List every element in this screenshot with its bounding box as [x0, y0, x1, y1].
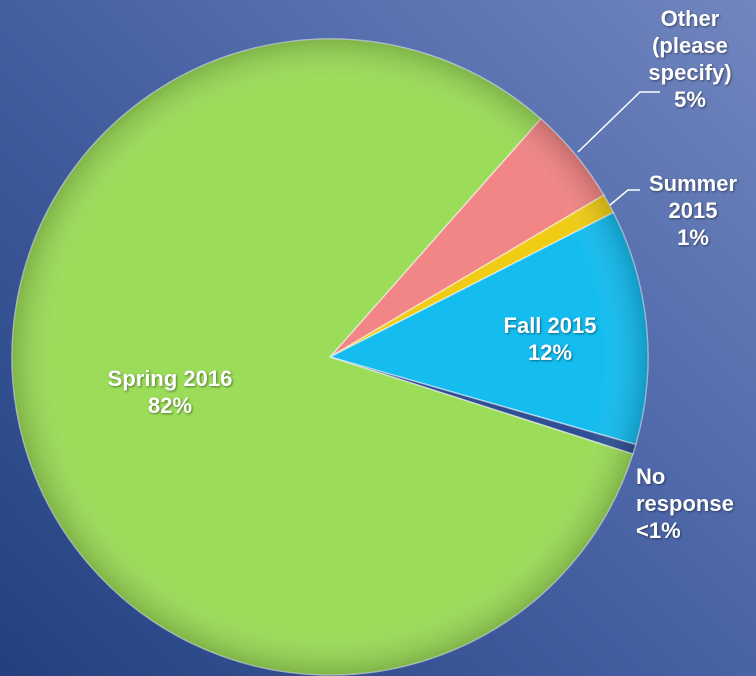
category-label: Summer 2015	[648, 171, 738, 223]
slice-label: Spring 2016 82%	[60, 365, 280, 419]
category-label: Spring 2016	[107, 366, 233, 391]
value-label: 1%	[677, 225, 709, 250]
slice-label: Fall 2015 12%	[480, 312, 620, 366]
slice-label: Summer 2015 1%	[630, 170, 756, 251]
value-label: 82%	[147, 393, 193, 418]
leader-line	[577, 91, 660, 153]
category-label: Fall 2015	[503, 313, 597, 338]
category-label: No response	[636, 464, 734, 516]
slice-label: No response <1%	[636, 463, 756, 544]
value-label: 5%	[674, 87, 706, 112]
slice-label: Other (please specify) 5%	[640, 5, 740, 113]
leader-line	[609, 189, 640, 206]
category-label: Other (please specify)	[648, 6, 732, 85]
value-label: <1%	[636, 518, 681, 543]
value-label: 12%	[527, 340, 573, 365]
